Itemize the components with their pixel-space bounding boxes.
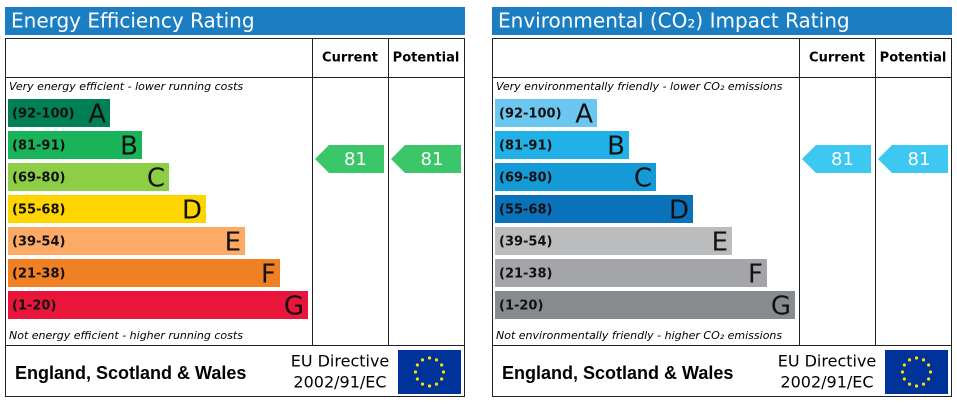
band-letter: D [669,196,689,226]
column-header: Current [322,51,378,66]
band-letter: B [120,132,138,162]
band-letter: F [748,260,763,290]
rating-value: 81 [908,149,931,170]
column-header: Current [809,51,865,66]
band-range: (92-100) [12,107,75,122]
top-note: Very environmentally friendly - lower CO… [496,80,783,93]
eu-star [914,356,919,360]
band-bar [8,227,245,255]
band-bar [495,195,693,223]
title-bar [492,7,952,35]
eu-star [440,363,444,367]
band-range: (55-68) [499,203,552,218]
eu-star [900,370,905,374]
band-letter: C [634,164,652,194]
eu-star [413,370,418,374]
rating-value: 81 [831,149,854,170]
band-bar [495,99,597,127]
eu-star [927,377,931,381]
band-bar [8,131,142,159]
eu-star [902,363,906,367]
band-range: (92-100) [499,107,562,122]
bottom-note: Not environmentally friendly - higher CO… [496,329,782,342]
eu-star [434,382,439,386]
band-bar [495,227,732,255]
band-bar [8,163,169,191]
rating-value: 81 [421,149,444,170]
band-range: (55-68) [12,203,65,218]
panel-frame [492,38,952,397]
title-bar [5,7,465,35]
band-letter: B [607,132,625,162]
eu-star [434,358,439,362]
band-range: (1-20) [12,299,56,314]
eu-star [914,384,919,388]
rating-arrow [878,145,948,173]
band-letter: C [147,164,165,194]
eu-star [420,382,425,386]
eu-star [927,363,931,367]
eu-star [427,384,432,388]
rating-value: 81 [344,149,367,170]
band-bar [8,99,110,127]
rating-arrow [802,145,871,173]
eu-star [440,377,444,381]
band-range: (39-54) [12,235,65,250]
band-bar [495,259,767,287]
eu-star [921,382,926,386]
band-bar [8,291,308,319]
eu-star [415,363,419,367]
rating-arrow [315,145,384,173]
band-bar [495,163,656,191]
band-bar [495,131,629,159]
column-header: Potential [393,51,460,66]
band-letter: A [575,100,593,130]
band-letter: G [284,292,304,322]
eu-star [902,377,906,381]
eu-star [420,358,425,362]
band-bar [495,291,795,319]
footer-directive: EU Directive [778,352,877,371]
band-letter: E [225,228,241,258]
band-letter: D [182,196,202,226]
footer-directive: EU Directive [291,352,390,371]
band-range: (81-91) [12,139,65,154]
eu-star [907,358,912,362]
eu-star [441,370,446,374]
band-letter: G [771,292,791,322]
band-bar [8,195,206,223]
band-range: (81-91) [499,139,552,154]
eu-star [907,382,912,386]
band-letter: F [261,260,276,290]
panel-frame [5,38,465,397]
footer-region: England, Scotland & Wales [502,363,733,383]
column-header: Potential [880,51,947,66]
band-range: (21-38) [499,267,552,282]
band-range: (1-20) [499,299,543,314]
eu-star [921,358,926,362]
footer-directive: 2002/91/EC [780,373,873,392]
footer-directive: 2002/91/EC [293,373,386,392]
bottom-note: Not energy efficient - higher running co… [9,329,243,342]
eu-star [928,370,933,374]
band-bar [8,259,280,287]
band-letter: A [88,100,106,130]
eu-star [415,377,419,381]
band-range: (39-54) [499,235,552,250]
top-note: Very energy efficient - lower running co… [9,80,243,93]
band-letter: E [712,228,728,258]
band-range: (21-38) [12,267,65,282]
footer-region: England, Scotland & Wales [15,363,246,383]
panel-title: Energy Efficiency Rating [11,9,255,33]
band-range: (69-80) [12,171,65,186]
band-range: (69-80) [499,171,552,186]
panel-title: Environmental (CO₂) Impact Rating [498,9,850,33]
eu-star [427,356,432,360]
rating-arrow [391,145,461,173]
